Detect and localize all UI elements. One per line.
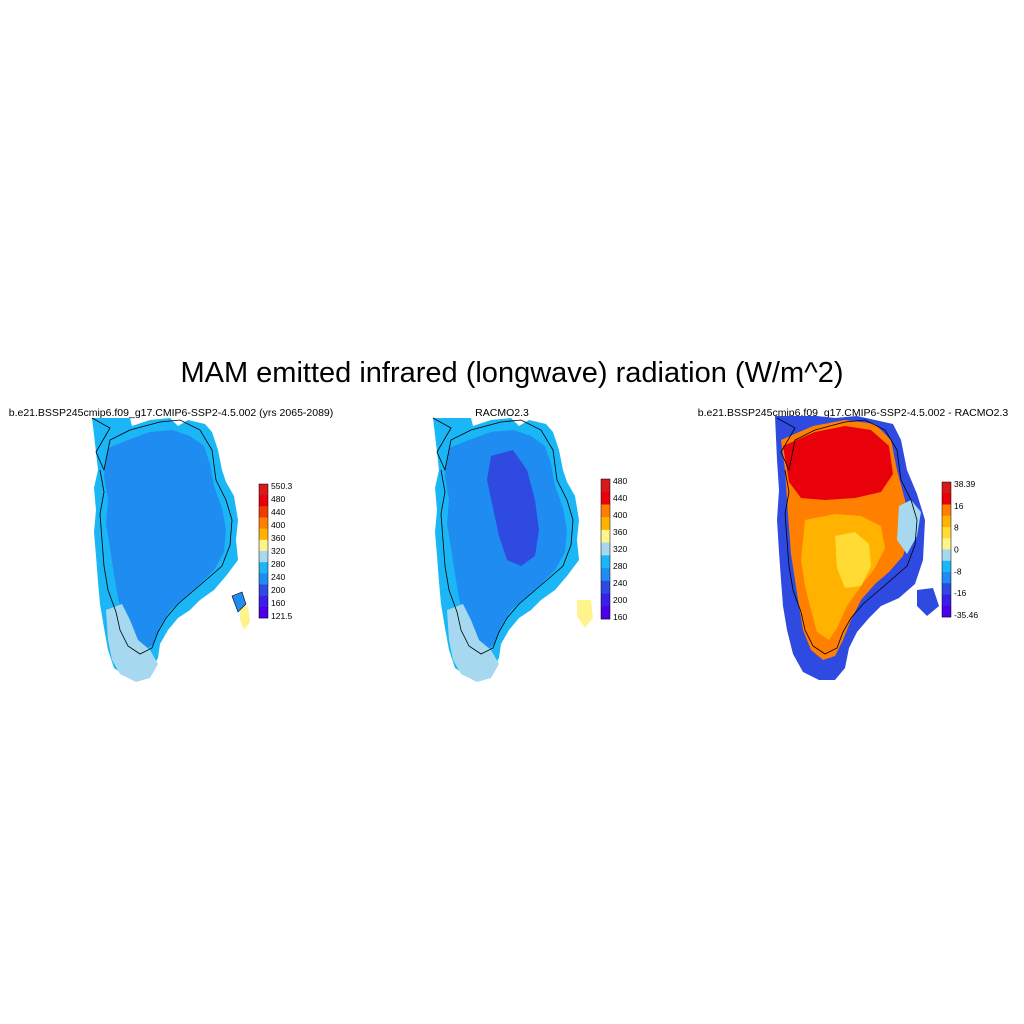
colorbar-2-swatch xyxy=(601,593,610,607)
colorbar-2-swatch xyxy=(601,491,610,505)
colorbar-1-swatch xyxy=(259,495,268,507)
colorbar-2-tick-label: 200 xyxy=(613,595,627,605)
colorbar-1-tick-label: 121.5 xyxy=(271,611,293,621)
colorbar-2-swatch xyxy=(601,555,610,569)
colorbar-3-swatch xyxy=(942,605,951,618)
colorbar-2-swatch xyxy=(601,568,610,582)
colorbar-3-swatch xyxy=(942,527,951,539)
colorbar-1-swatch xyxy=(259,539,268,552)
colorbar-1-tick-label: 360 xyxy=(271,533,285,543)
colorbar-3-swatch xyxy=(942,493,951,505)
colorbar-2-swatch xyxy=(601,517,610,531)
colorbar-3-swatch xyxy=(942,583,951,595)
panel-2-coastline xyxy=(432,417,574,655)
colorbar-1-swatch xyxy=(259,562,268,574)
colorbar-2-tick-label: 320 xyxy=(613,544,627,554)
colorbar-1-tick-label: 240 xyxy=(271,572,285,582)
colorbar-1-swatch xyxy=(259,606,268,619)
panel-2-title: RACMO2.3 xyxy=(475,407,529,419)
panel-2-center-fill xyxy=(487,450,539,566)
colorbar-3-swatch xyxy=(942,594,951,607)
colorbar-1-swatch xyxy=(259,528,268,541)
colorbar-3-tick-label: 38.39 xyxy=(954,479,976,489)
colorbar-3-swatch xyxy=(942,549,951,562)
colorbar-1-tick-label: 440 xyxy=(271,507,285,517)
panel-1-hot-fill xyxy=(240,606,250,630)
panel-3-map xyxy=(775,416,939,680)
colorbar-3-swatch xyxy=(942,515,951,528)
colorbar-1-tick-label: 280 xyxy=(271,559,285,569)
colorbar-2-swatch xyxy=(601,529,610,543)
colorbar-3-tick-label: -8 xyxy=(954,566,962,576)
colorbar-3-tick-label: -16 xyxy=(954,588,967,598)
panel-3-south-fill xyxy=(835,532,871,588)
colorbar-2-tick-label: 160 xyxy=(613,612,627,622)
colorbar-3-swatch xyxy=(942,538,951,550)
panel-2-hot-fill xyxy=(577,600,593,628)
panel-1-coastline xyxy=(91,417,233,655)
colorbar-3-frame xyxy=(941,481,952,618)
colorbar-1-swatch xyxy=(259,584,268,596)
colorbar-1-tick-label: 160 xyxy=(271,598,285,608)
panel-2-map xyxy=(432,417,593,682)
colorbar-2-swatch xyxy=(601,542,610,556)
panel-1-main-fill xyxy=(104,430,226,650)
colorbar-3-tick-label: 0 xyxy=(954,545,959,555)
colorbar-2-tick-label: 280 xyxy=(613,561,627,571)
panel-2-low-fill xyxy=(447,604,499,682)
colorbar-1-swatch xyxy=(259,517,268,529)
colorbar-2-tick-label: 400 xyxy=(613,510,627,520)
panel-1-map xyxy=(91,417,250,682)
colorbar-2-tick-label: 360 xyxy=(613,527,627,537)
colorbar-1-tick-label: 480 xyxy=(271,494,285,504)
colorbar-3-swatch xyxy=(942,504,951,517)
colorbar-3-tick-label: 8 xyxy=(954,523,959,533)
colorbar-1-tick-label: 550.3 xyxy=(271,481,293,491)
colorbar-1-swatch xyxy=(259,551,268,563)
panel-3-colorbar: 38.39 16 8 0 -8 -16 -35.46 xyxy=(941,479,978,620)
panel-3-north-fill xyxy=(783,426,893,500)
colorbar-2-tick-label: 440 xyxy=(613,493,627,503)
panel-1-island xyxy=(231,591,247,613)
colorbar-1-swatch xyxy=(259,484,268,496)
colorbar-3-swatch xyxy=(942,572,951,584)
colorbar-2-swatch xyxy=(601,504,610,518)
colorbar-2-swatch xyxy=(601,606,610,620)
panel-1-colorbar: 550.3 480 440 400 360 320 280 240 200 160 121.5 xyxy=(258,481,293,621)
colorbar-1-tick-label: 200 xyxy=(271,585,285,595)
colorbar-3-swatch xyxy=(942,560,951,573)
colorbar-2-swatch xyxy=(601,580,610,594)
colorbar-1-swatch xyxy=(259,595,268,608)
colorbar-2-tick-label: 240 xyxy=(613,578,627,588)
colorbar-3-tick-label: 16 xyxy=(954,501,964,511)
figure-title: MAM emitted infrared (longwave) radiatio… xyxy=(180,357,844,389)
panel-3-island xyxy=(917,588,939,616)
panel-3-coastline xyxy=(776,417,918,655)
colorbar-1-frame xyxy=(258,483,269,619)
colorbar-1-swatch xyxy=(259,573,268,585)
panel-1-low-fill xyxy=(106,604,158,682)
colorbar-1-tick-label: 320 xyxy=(271,546,285,556)
colorbar-1-tick-label: 400 xyxy=(271,520,285,530)
colorbar-1-swatch xyxy=(259,506,268,518)
colorbar-2-frame xyxy=(600,478,611,620)
colorbar-3-tick-label: -35.46 xyxy=(954,610,978,620)
panel-1-title: b.e21.BSSP245cmip6.f09_g17.CMIP6-SSP2-4.… xyxy=(8,407,334,419)
colorbar-2-tick-label: 480 xyxy=(613,476,627,486)
panel-2-colorbar: 480 440 400 360 320 280 240 200 160 xyxy=(600,476,627,622)
colorbar-3-swatch xyxy=(942,482,951,494)
colorbar-2-swatch xyxy=(601,479,610,493)
